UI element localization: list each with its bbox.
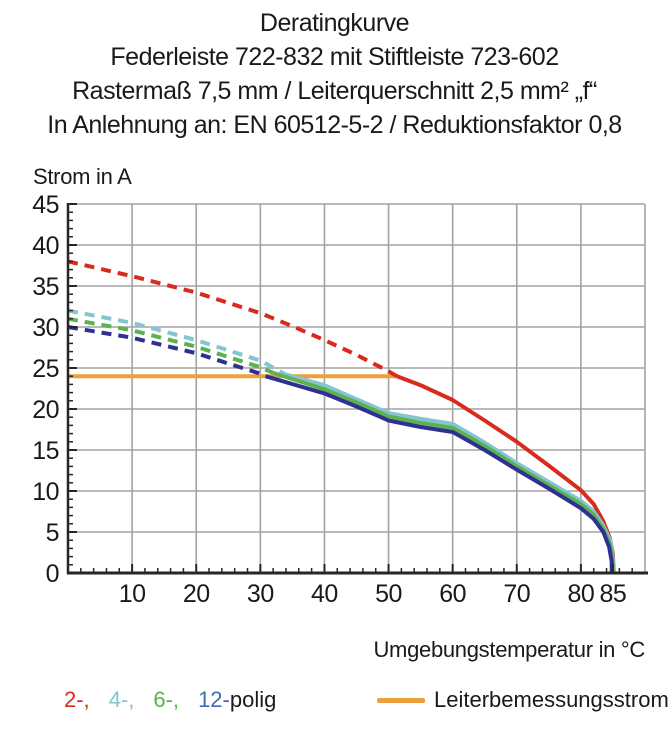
x-tick-label: 40 xyxy=(311,580,338,608)
curve-12-polig-dashed xyxy=(67,325,267,379)
y-tick-label: 10 xyxy=(32,478,59,506)
chart-subtitle-spec: Rastermaß 7,5 mm / Leiterquerschnitt 2,5… xyxy=(72,77,597,105)
y-tick-label: 40 xyxy=(32,232,59,260)
x-tick-label: 30 xyxy=(247,580,274,608)
y-tick-label: 20 xyxy=(32,396,59,424)
y-tick-label: 45 xyxy=(32,191,59,219)
legend-rated-label: Leiterbemessungsstrom xyxy=(434,687,669,712)
curve-4-polig-solid xyxy=(285,372,615,573)
chart-title: Deratingkurve xyxy=(259,9,410,37)
x-axis-title: Umgebungstemperatur in °C xyxy=(373,637,645,662)
curve-6-polig-dashed xyxy=(67,316,275,375)
y-tick-label: 25 xyxy=(32,355,59,383)
legend-item-12polig: 12- xyxy=(198,687,230,712)
chart-subtitle-standard: In Anlehnung an: EN 60512-5-2 / Reduktio… xyxy=(47,111,622,139)
rated-current-line-swatch xyxy=(377,697,425,703)
legend: 2-, 4-, 6-, 12-polig Leiterbemessungsstrom xyxy=(0,687,669,719)
y-tick-label: 30 xyxy=(32,314,59,342)
x-tick-label: 80 xyxy=(567,580,594,608)
legend-item-4polig: 4-, xyxy=(108,687,135,712)
x-tick-label: 10 xyxy=(119,580,146,608)
y-tick-label: 35 xyxy=(32,273,59,301)
curve-12-polig-solid xyxy=(264,374,614,573)
curve-2-polig-dashed xyxy=(67,259,398,378)
y-tick-label: 0 xyxy=(46,560,59,588)
x-tick-label: 70 xyxy=(503,580,530,608)
x-tick-label: 60 xyxy=(439,580,466,608)
legend-poles-suffix: polig xyxy=(229,687,277,712)
y-tick-label: 5 xyxy=(46,519,59,547)
y-axis-title: Strom in A xyxy=(33,164,132,189)
legend-item-2polig: 2-, xyxy=(64,687,90,712)
x-tick-label: 50 xyxy=(375,580,402,608)
legend-pole-counts: 2-, 4-, 6-, 12-polig xyxy=(64,687,276,713)
legend-rated-current: Leiterbemessungsstrom xyxy=(377,687,669,713)
legend-item-6polig: 6-, xyxy=(153,687,180,712)
x-tick-label: 85 xyxy=(600,580,627,608)
curve-4-polig-dashed xyxy=(67,308,287,377)
y-tick-label: 15 xyxy=(32,437,59,465)
chart-subtitle-parts: Federleiste 722-832 mit Stiftleiste 723-… xyxy=(110,43,559,71)
x-tick-label: 20 xyxy=(183,580,210,608)
chart-header: Deratingkurve Federleiste 722-832 mit St… xyxy=(0,6,669,142)
